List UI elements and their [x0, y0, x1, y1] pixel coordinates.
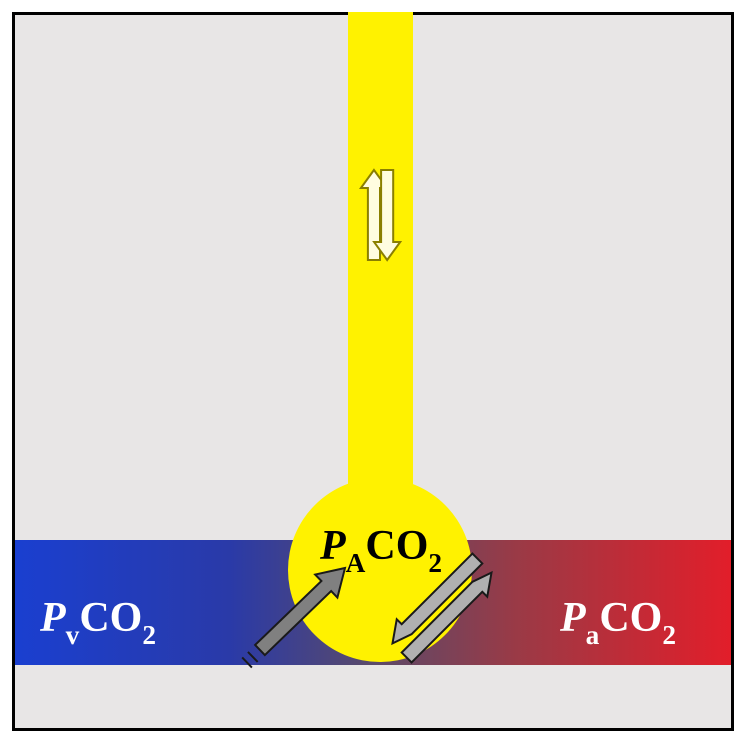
airway-tube: [348, 12, 413, 512]
label-venous-2: 2: [142, 620, 156, 650]
label-venous: PvCO2: [40, 594, 156, 647]
label-alveolar-2: 2: [428, 548, 442, 578]
label-alveolar-P: P: [320, 523, 346, 569]
label-alveolar-CO: CO: [365, 523, 428, 569]
label-venous-P: P: [40, 595, 66, 641]
label-alveolar: PACO2: [320, 522, 442, 575]
diagram-frame: PACO2 PvCO2 PaCO2: [0, 0, 746, 743]
label-arterial-2: 2: [662, 620, 676, 650]
label-alveolar-sub: A: [346, 548, 366, 578]
label-arterial-P: P: [560, 595, 586, 641]
label-venous-CO: CO: [79, 595, 142, 641]
label-arterial: PaCO2: [560, 594, 676, 647]
label-arterial-CO: CO: [599, 595, 662, 641]
label-arterial-sub: a: [586, 620, 600, 650]
label-venous-sub: v: [66, 620, 80, 650]
